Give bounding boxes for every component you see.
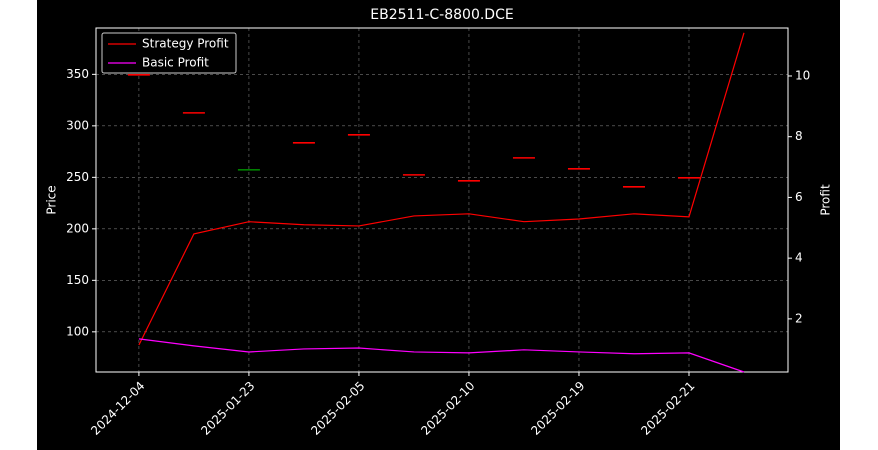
y-tick-label: 250 [66,170,89,184]
figure-background [37,0,840,450]
series-line [138,32,745,346]
y-tick-label: 150 [66,273,89,287]
series-line [138,338,745,373]
y2-tick-label: 10 [795,68,810,82]
legend-label: Strategy Profit [142,37,229,51]
legend-label: Basic Profit [142,56,209,70]
y2-axis-label: Profit [819,184,833,216]
y-tick-label: 350 [66,67,89,81]
y2-tick-label: 4 [795,251,803,265]
y2-tick-label: 8 [795,129,803,143]
y-axis-label: Price [45,185,59,214]
y2-tick-label: 2 [795,311,803,325]
y2-tick-label: 6 [795,190,803,204]
chart-title: EB2511-C-8800.DCE [370,7,513,23]
plot-frame [95,27,789,373]
y-tick-label: 300 [66,118,89,132]
y-tick-label: 200 [66,221,89,235]
y-tick-label: 100 [66,324,89,338]
